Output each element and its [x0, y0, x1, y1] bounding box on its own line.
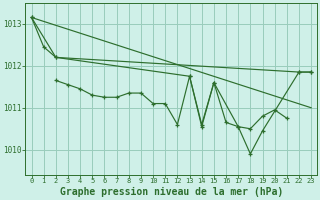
X-axis label: Graphe pression niveau de la mer (hPa): Graphe pression niveau de la mer (hPa) — [60, 187, 283, 197]
